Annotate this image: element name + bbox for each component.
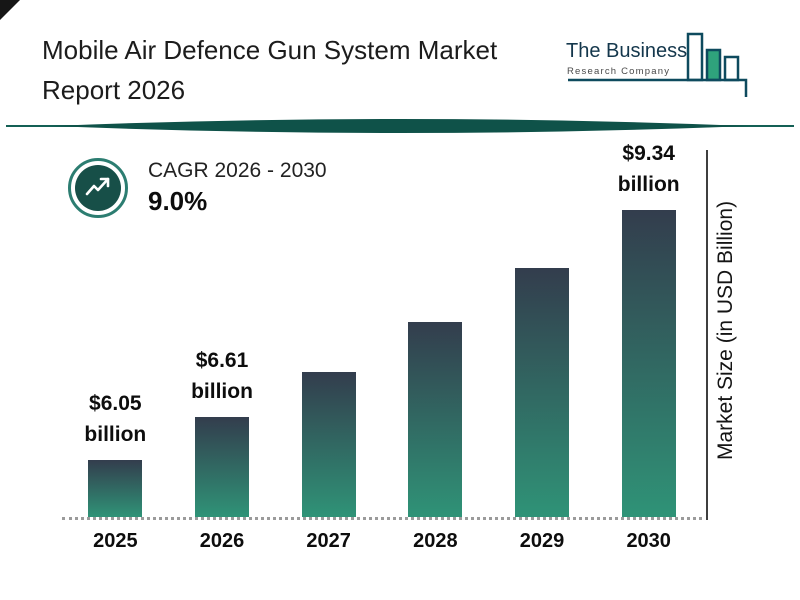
bar-2027 — [301, 372, 356, 517]
company-logo-graphic: The Business Research Company — [566, 32, 748, 97]
bar-column-2030: $9.34 billion — [595, 140, 702, 517]
bar-column-2026: $6.61 billion — [169, 140, 276, 517]
title-line-2: Report 2026 — [42, 75, 186, 105]
bar-2025 — [88, 460, 143, 517]
bar-value-label-2030: $9.34 billion — [617, 142, 680, 196]
growth-arrow-icon — [68, 158, 128, 218]
x-tick-2025: 2025 — [93, 530, 138, 552]
logo-text-line1: The Business — [566, 40, 687, 62]
bar-column-2025: $6.05 billion — [62, 140, 169, 517]
plot-area: $6.05 billion $6.61 billion $9.34 billion — [62, 140, 702, 520]
cagr-value: 9.0% — [148, 186, 208, 216]
company-logo: The Business Research Company — [566, 26, 762, 107]
bar-2030 — [621, 210, 676, 517]
bar-column-2027 — [275, 140, 382, 517]
x-tick-2027: 2027 — [306, 530, 351, 552]
bar-column-2028 — [382, 140, 489, 517]
cagr-label: CAGR 2026 - 2030 — [148, 159, 327, 182]
logo-text-line2: Research Company — [567, 66, 670, 77]
bar-2028 — [408, 322, 463, 517]
bar-value-label-2026: $6.61 billion — [191, 349, 253, 403]
bar-2029 — [515, 268, 570, 517]
y-axis-title: Market Size (in USD Billion) — [714, 200, 737, 460]
corner-accent — [0, 0, 20, 20]
title-line-1: Mobile Air Defence Gun System Market — [42, 35, 498, 65]
bar-chart: $6.05 billion $6.61 billion $9.34 billion — [62, 140, 702, 520]
y-axis-line — [706, 150, 708, 520]
bar-value-label-2025: $6.05 billion — [84, 392, 147, 446]
x-tick-2026: 2026 — [199, 530, 245, 552]
x-axis-labels: 2025 2026 2027 2028 2029 2030 — [62, 530, 702, 553]
x-tick-2029: 2029 — [519, 530, 565, 552]
bar-2026 — [195, 417, 249, 517]
divider-line — [6, 119, 794, 133]
x-tick-2030: 2030 — [626, 530, 671, 552]
bar-column-2029 — [489, 140, 596, 517]
x-tick-2028: 2028 — [413, 530, 458, 552]
logo-bars-icon — [568, 32, 748, 97]
cagr-block: CAGR 2026 - 2030 9.0% — [68, 158, 327, 218]
page-title: Mobile Air Defence Gun System Market Rep… — [42, 30, 582, 110]
